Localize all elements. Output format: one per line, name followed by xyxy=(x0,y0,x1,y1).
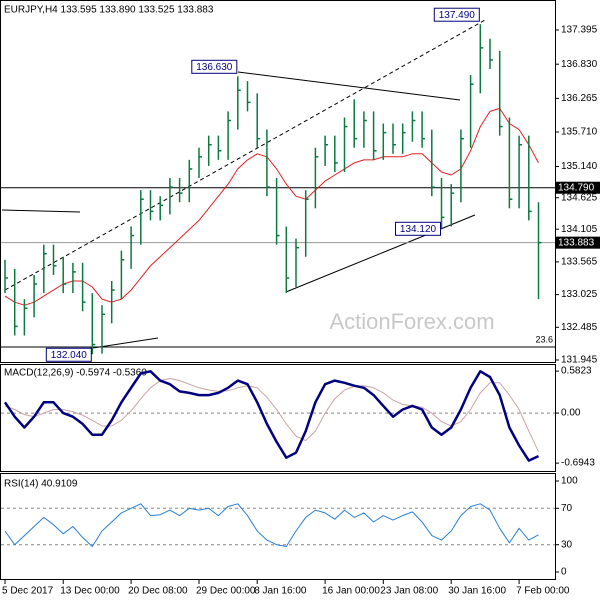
y-tick-label: 30 xyxy=(561,539,573,550)
trend-line xyxy=(1,209,81,213)
rsi-title: RSI(14) 40.9109 xyxy=(4,479,78,490)
price-title: EURJPY,H4 133.595 133.890 133.525 133.88… xyxy=(4,5,214,16)
line-series xyxy=(4,503,539,547)
y-tick-label: 70 xyxy=(561,503,573,514)
channel-line xyxy=(4,19,486,291)
line-series xyxy=(4,378,539,452)
y-tick-label: 131.945 xyxy=(561,355,598,366)
macd-panel xyxy=(0,364,556,472)
y-tick-label: 0.00 xyxy=(561,408,581,419)
annotation-box xyxy=(191,59,238,74)
trend-line xyxy=(285,214,476,293)
y-tick-label: -0.6943 xyxy=(561,458,595,469)
y-tick-label: 132.485 xyxy=(561,322,598,333)
annotation-label: 132.040 xyxy=(51,350,88,361)
line-series xyxy=(3,370,540,462)
y-tick-label: 136.265 xyxy=(561,93,598,104)
rsi-panel xyxy=(0,473,556,580)
x-tick-label: 16 Jan 00:00 xyxy=(322,586,380,597)
annotation-box xyxy=(45,347,92,362)
y-tick-label: 0.5823 xyxy=(561,366,592,377)
level-box xyxy=(555,236,600,249)
line-series xyxy=(4,107,539,306)
x-tick-label: 30 Jan 16:00 xyxy=(448,586,506,597)
y-tick-label: 135.140 xyxy=(561,161,598,172)
trend-line xyxy=(237,71,461,101)
x-tick-label: 7 Feb 00:00 xyxy=(516,586,570,597)
x-tick-label: 8 Jan 16:00 xyxy=(254,586,307,597)
trend-lines xyxy=(1,19,486,354)
annotation-label: 134.120 xyxy=(400,224,437,235)
annotation-box xyxy=(433,7,480,22)
y-tick-label: 137.395 xyxy=(561,25,598,36)
x-tick-label: 5 Dec 2017 xyxy=(2,586,54,597)
fib-label: 23.6 xyxy=(535,334,553,344)
annotation-label: 137.490 xyxy=(439,10,476,21)
level-label: 133.883 xyxy=(558,237,595,248)
x-tick-label: 23 Jan 08:00 xyxy=(380,586,438,597)
y-tick-label: 135.710 xyxy=(561,127,598,138)
price-panel xyxy=(0,0,556,363)
level-label: 134.790 xyxy=(558,182,595,193)
macd-title: MACD(12,26,9) -0.5974 -0.5360 xyxy=(4,368,147,379)
annotation-box xyxy=(395,221,441,236)
x-tick-label: 13 Dec 00:00 xyxy=(60,586,120,597)
y-tick-label: 133.025 xyxy=(561,289,598,300)
watermark: ActionForex.com xyxy=(329,309,494,334)
annotation-label: 136.630 xyxy=(196,62,233,73)
y-tick-label: 133.565 xyxy=(561,257,598,268)
x-tick-label: 20 Dec 08:00 xyxy=(128,586,188,597)
level-box xyxy=(555,181,600,194)
x-tick-label: 29 Dec 00:00 xyxy=(196,586,256,597)
y-tick-label: 134.105 xyxy=(561,224,598,235)
y-tick-label: 100 xyxy=(561,476,578,487)
y-tick-label: 0 xyxy=(561,567,567,578)
y-tick-label: 136.830 xyxy=(561,59,598,70)
y-tick-label: 134.625 xyxy=(561,192,598,203)
